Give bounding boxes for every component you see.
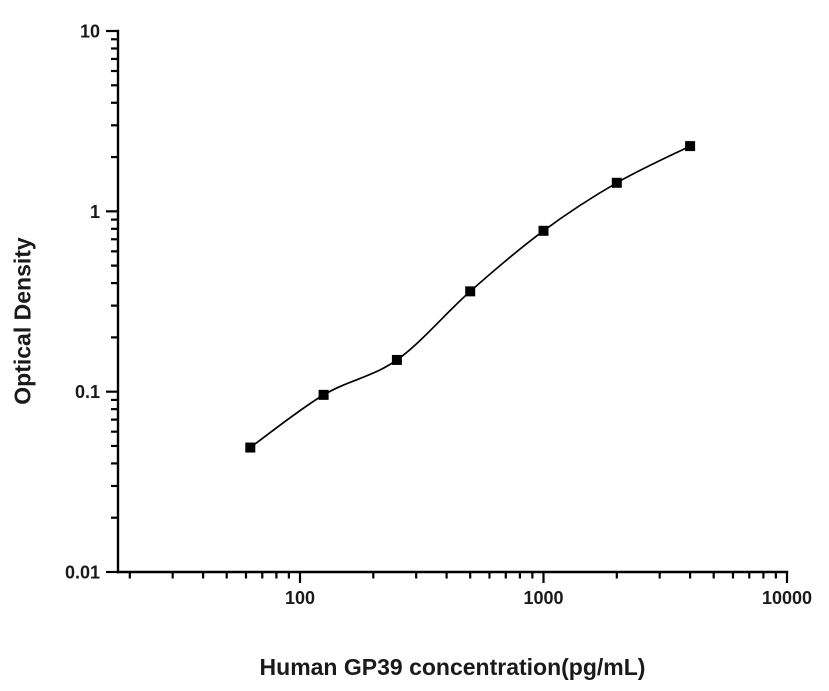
x-axis-title: Human GP39 concentration(pg/mL) <box>259 654 646 680</box>
data-point-marker <box>465 286 476 297</box>
x-tick-label: 1000 <box>523 588 563 608</box>
fit-curve <box>249 145 691 449</box>
y-tick-label: 1 <box>90 202 100 222</box>
data-point-marker <box>245 442 256 453</box>
data-point-marker <box>611 177 622 188</box>
y-tick-label: 0.01 <box>65 563 100 583</box>
y-tick-label: 10 <box>80 22 100 42</box>
y-tick-label: 0.1 <box>75 382 100 402</box>
x-tick-label: 100 <box>285 588 315 608</box>
data-point-marker <box>685 141 696 152</box>
data-point-marker <box>391 354 402 365</box>
y-axis-title: Optical Density <box>9 237 36 405</box>
data-point-marker <box>318 389 329 400</box>
data-point-marker <box>538 225 549 236</box>
x-tick-label: 10000 <box>762 588 812 608</box>
